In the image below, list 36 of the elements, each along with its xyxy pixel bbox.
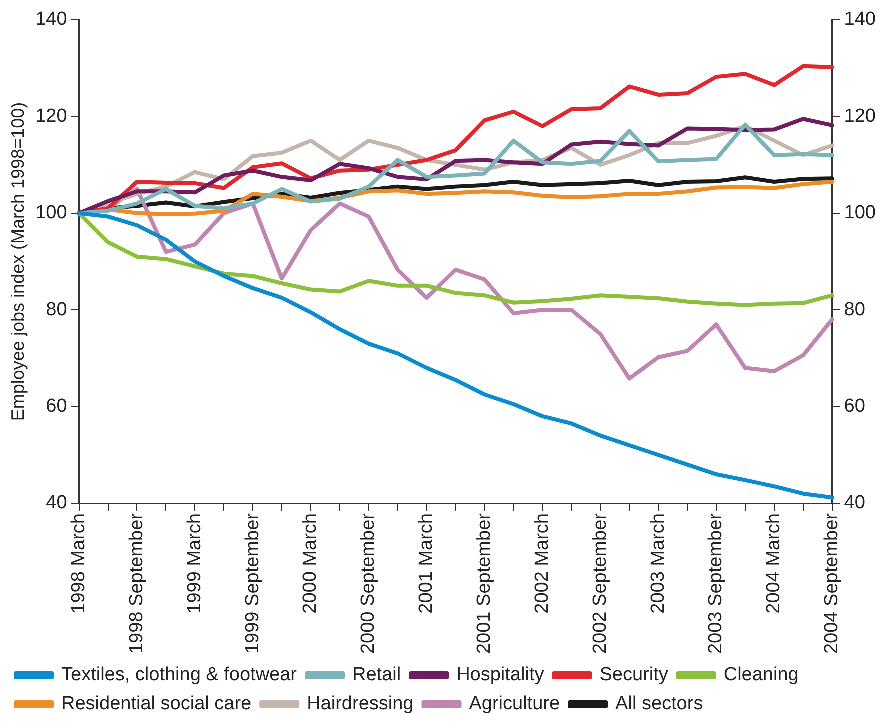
- legend-label: Security: [600, 664, 669, 686]
- y2-tick-label: 40: [844, 492, 866, 514]
- x-tick-label: 2000 March: [300, 514, 322, 614]
- y-axis-title: Employee jobs index (March 1998=100): [8, 102, 28, 422]
- legend-label: Residential social care: [62, 694, 252, 715]
- legend-label: Agriculture: [469, 694, 560, 715]
- x-tick-label: 1999 March: [184, 514, 206, 614]
- legend-label: Textiles, clothing & footwear: [62, 664, 298, 686]
- x-tick-label: 2002 March: [532, 514, 553, 614]
- y-tick-label: 80: [46, 299, 68, 320]
- legend-label: Cleaning: [724, 664, 799, 686]
- x-tick-label: 1998 September: [126, 512, 148, 654]
- x-tick-label: 1998 March: [68, 514, 90, 614]
- x-tick-label: 1999 September: [242, 512, 264, 654]
- y2-tick-label: 120: [844, 106, 876, 127]
- legend-label: Hairdressing: [307, 694, 414, 715]
- x-tick-label: 2000 September: [358, 512, 380, 654]
- y-tick-label: 60: [46, 396, 68, 418]
- x-tick-label: 2004 September: [822, 512, 843, 654]
- x-tick-label: 2001 September: [474, 512, 495, 654]
- x-tick-label: 2001 March: [416, 514, 438, 614]
- x-tick-label: 2002 September: [590, 512, 611, 654]
- y-tick-label: 140: [36, 9, 68, 30]
- legend-label: All sectors: [616, 694, 704, 715]
- y2-tick-label: 80: [844, 299, 866, 320]
- y-tick-label: 40: [46, 492, 68, 514]
- y2-tick-label: 140: [844, 9, 876, 30]
- y2-tick-label: 100: [844, 202, 876, 224]
- x-tick-label: 2003 March: [648, 514, 669, 614]
- y-tick-label: 120: [36, 106, 68, 127]
- legend-label: Hospitality: [456, 664, 545, 686]
- legend-label: Retail: [352, 664, 402, 686]
- x-tick-label: 2004 March: [764, 514, 785, 614]
- y2-tick-label: 60: [844, 396, 866, 418]
- x-tick-label: 2003 September: [706, 512, 727, 654]
- y-tick-label: 100: [36, 202, 68, 224]
